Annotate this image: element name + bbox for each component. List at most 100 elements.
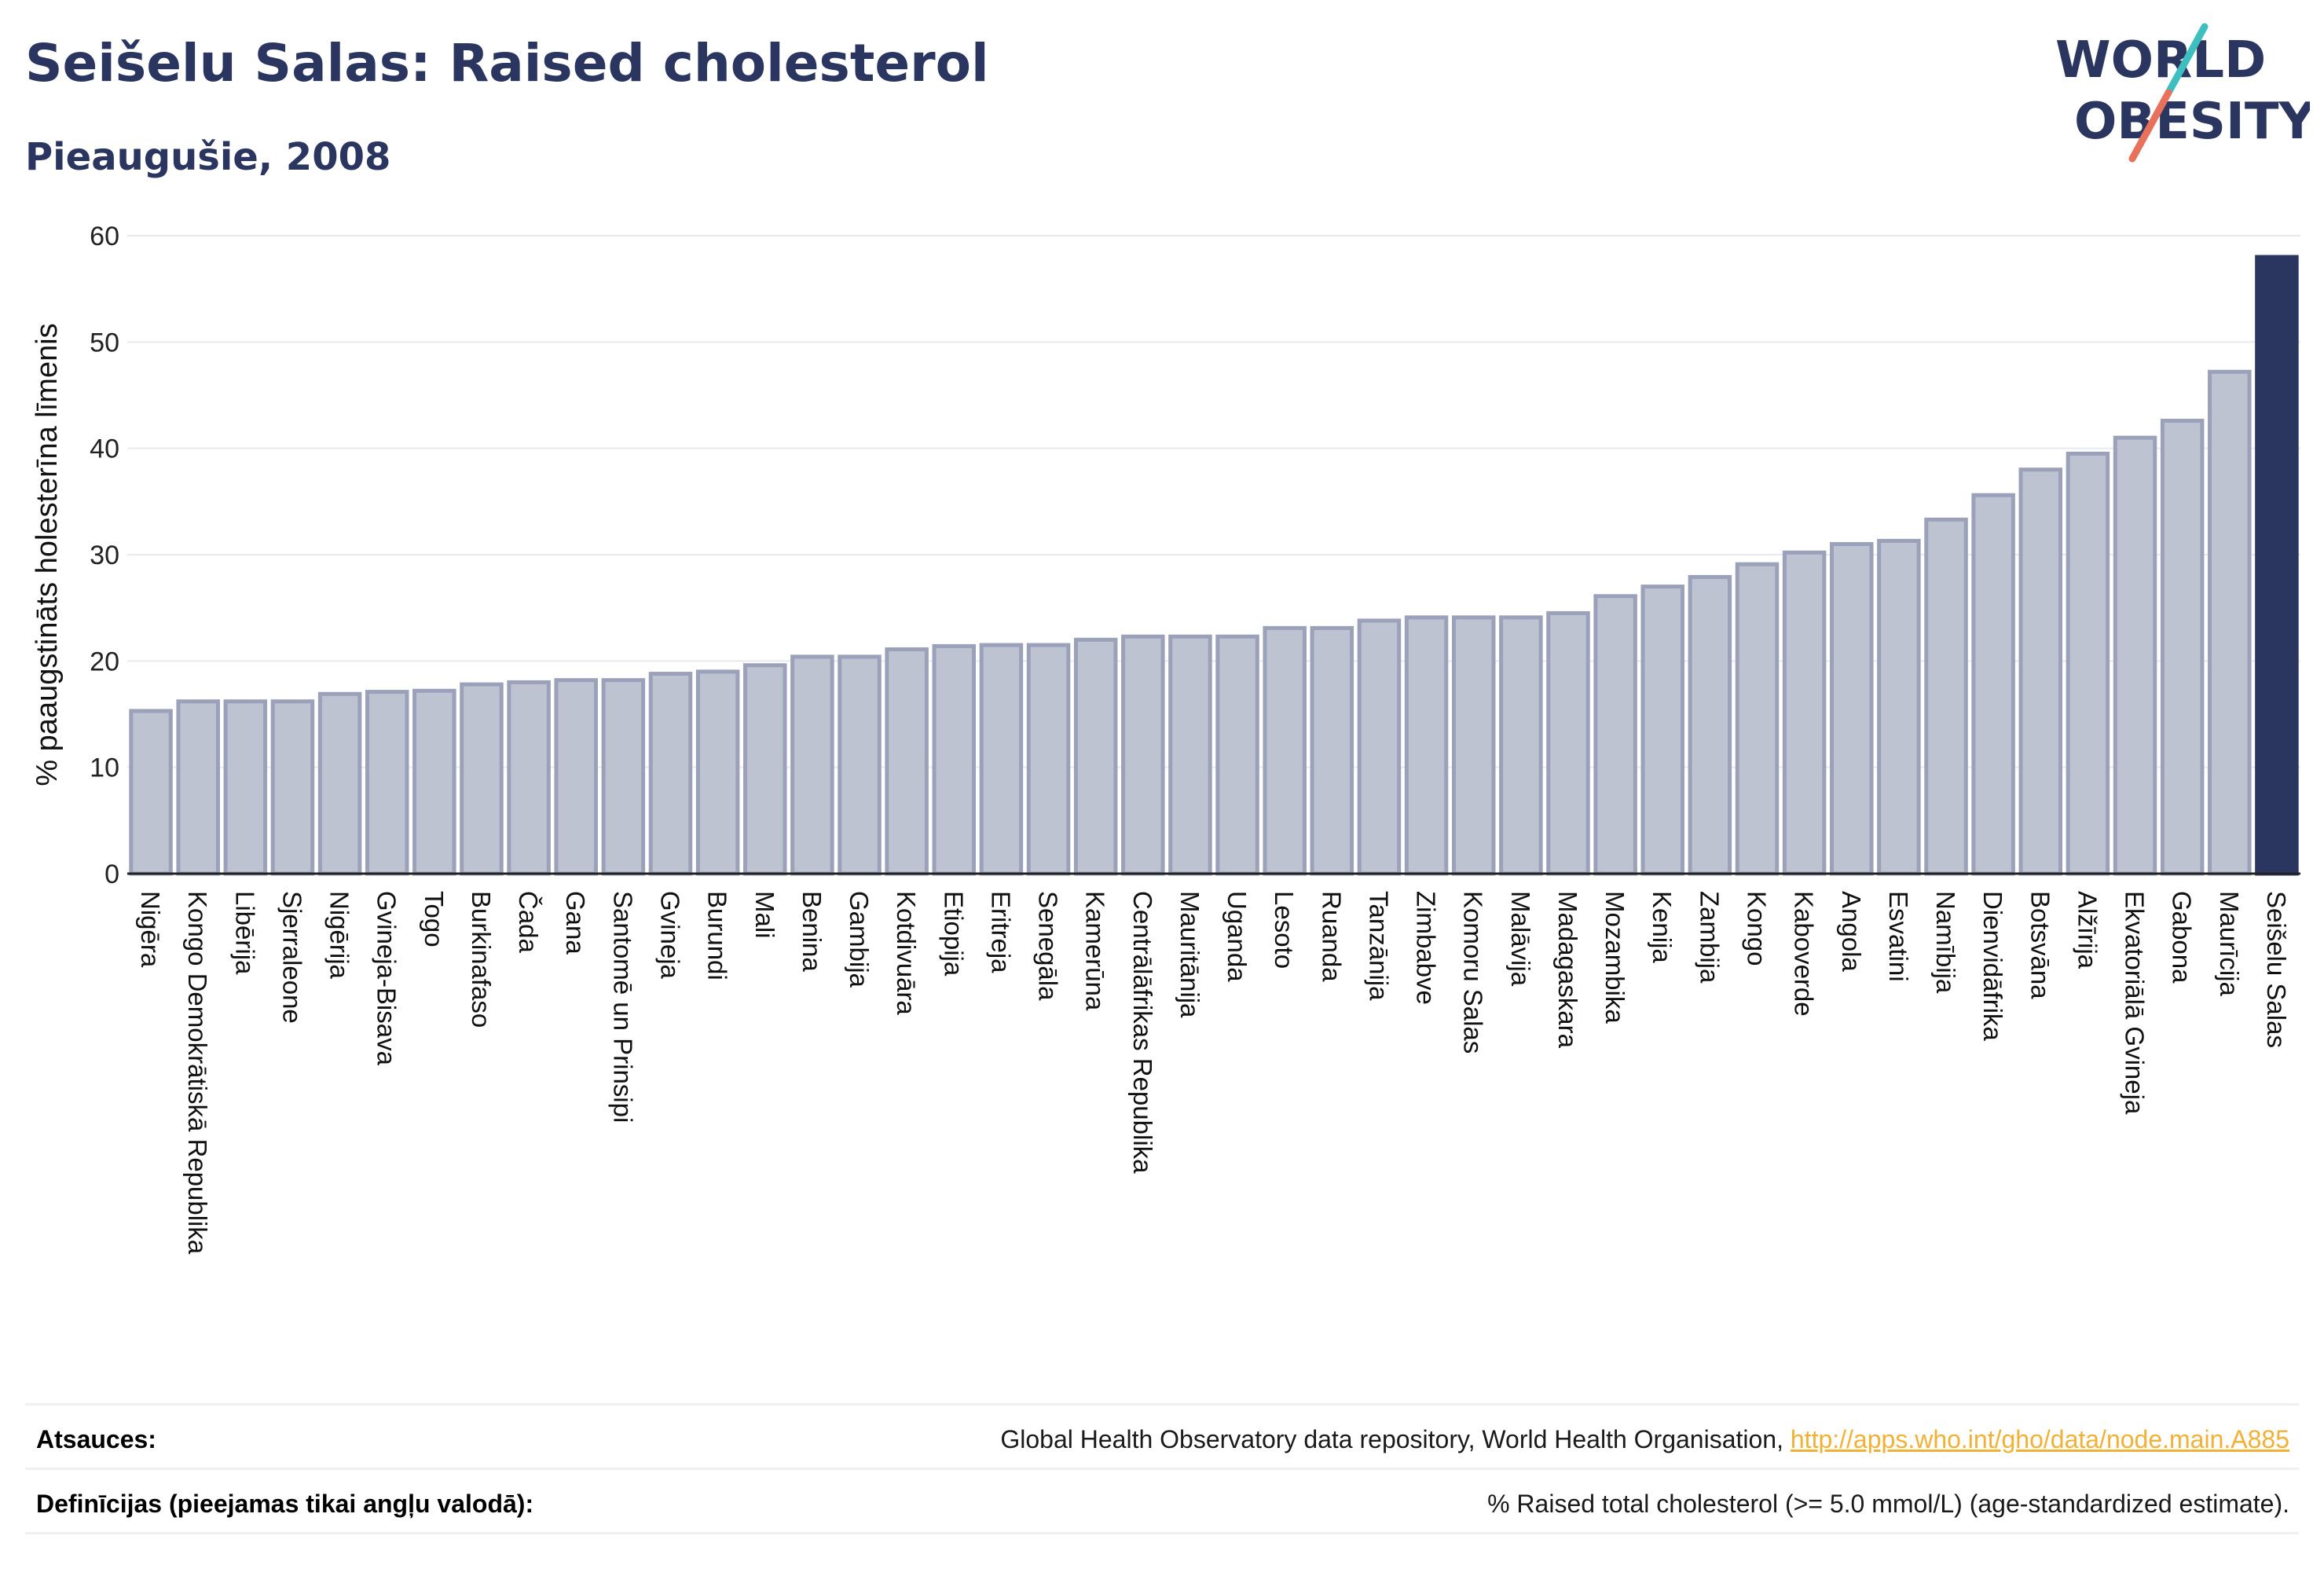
bar xyxy=(365,690,409,876)
bar-chart: 0 10 20 30 40 50 60 % paaugstināts holesterīna … xyxy=(31,222,2300,1255)
y-tick-label: 40 xyxy=(90,434,119,464)
y-axis-label: % paaugstināts holesterīna līmenis xyxy=(31,323,64,786)
x-tick-label: Gabona xyxy=(2168,891,2197,984)
bar xyxy=(2066,451,2110,876)
x-tick-label: Senegāla xyxy=(1034,891,1063,1001)
bar xyxy=(838,654,882,876)
x-tick-label: Kongo Demokrātiskā Republika xyxy=(183,891,212,1255)
x-tick-label: Gvineja xyxy=(656,891,685,980)
x-tick-label: Sjerraleone xyxy=(277,891,306,1024)
sources-text: Global Health Observatory data repositor… xyxy=(1000,1425,1791,1453)
x-tick-label: Mozambika xyxy=(1600,891,1629,1024)
x-tick-label: Čada xyxy=(514,891,543,954)
bar xyxy=(1310,625,1354,876)
y-tick-label: 20 xyxy=(90,647,119,676)
x-tick-label: Angola xyxy=(1837,891,1866,972)
x-tick-label: Etiopija xyxy=(939,891,968,977)
x-tick-label: Zambija xyxy=(1695,891,1724,984)
x-tick-label: Alžīrija xyxy=(2073,891,2102,969)
x-tick-label: Nigērija xyxy=(325,891,354,980)
x-tick-label: Kotdivuāra xyxy=(892,891,921,1015)
y-tick-label: 10 xyxy=(90,753,119,783)
x-tick-label: Maurīcija xyxy=(2215,891,2244,997)
bar xyxy=(507,680,551,876)
x-tick-label: Kamerūna xyxy=(1081,891,1110,1011)
bar xyxy=(1451,615,1496,876)
bar xyxy=(1971,493,2015,876)
bar xyxy=(1026,643,1071,876)
x-tick-label: Eritreja xyxy=(986,891,1015,973)
x-tick-label: Libērija xyxy=(230,891,259,975)
bar xyxy=(1546,610,1590,876)
chart-subtitle: Pieaugušie, 2008 xyxy=(25,135,391,179)
x-tick-label: Benina xyxy=(797,891,827,972)
x-tick-label: Nigēra xyxy=(136,891,165,968)
x-tick-label: Esvatini xyxy=(1884,891,1913,982)
chart-title: Seišelu Salas: Raised cholesterol xyxy=(25,33,989,93)
footer-divider-middle xyxy=(25,1468,2299,1470)
sources-label: Atsauces: xyxy=(36,1425,156,1453)
x-tick-label: Namībija xyxy=(1931,891,1960,994)
bar xyxy=(2018,467,2063,876)
bar xyxy=(790,654,834,876)
bar xyxy=(223,699,268,876)
bar xyxy=(1499,615,1543,876)
x-tick-label: Mauritānija xyxy=(1175,891,1204,1018)
x-tick-label: Centrālāfrikas Republika xyxy=(1128,891,1157,1174)
x-tick-label: Seišelu Salas xyxy=(2262,891,2291,1048)
footer-divider-top xyxy=(25,1403,2299,1406)
x-tick-label: Kenija xyxy=(1648,891,1677,963)
bar xyxy=(1215,634,1259,876)
bar xyxy=(695,669,740,876)
sources-value: Global Health Observatory data repositor… xyxy=(1000,1425,2289,1454)
x-tick-label: Ekvatoriālā Gvineja xyxy=(2121,891,2150,1115)
bar xyxy=(1877,538,1921,876)
x-tick-label: Kaboverde xyxy=(1790,891,1819,1017)
logo-slash-teal xyxy=(2165,23,2209,97)
x-tick-label: Zimbabve xyxy=(1412,891,1441,1005)
bar xyxy=(2113,435,2157,876)
bar xyxy=(648,672,693,876)
bar xyxy=(1168,634,1212,876)
bar xyxy=(270,699,315,876)
bar xyxy=(932,643,977,876)
bar xyxy=(979,643,1024,876)
sources-link[interactable]: http://apps.who.int/gho/data/node.main.A… xyxy=(1790,1425,2289,1453)
x-tick-label: Komoru Salas xyxy=(1459,891,1488,1054)
y-tick-label: 50 xyxy=(90,328,119,357)
bar xyxy=(1073,637,1118,876)
bar xyxy=(1688,574,1732,876)
definitions-value: % Raised total cholesterol (>= 5.0 mmol/… xyxy=(1487,1490,2289,1518)
x-tick-label: Madagaskara xyxy=(1553,891,1582,1049)
bar xyxy=(2255,255,2299,876)
bar xyxy=(460,682,504,876)
bar xyxy=(1263,625,1307,876)
x-tick-label: Malāvija xyxy=(1506,891,1535,987)
bar xyxy=(1404,615,1449,876)
logo-slash-coral xyxy=(2128,89,2172,163)
bar xyxy=(1735,562,1780,876)
x-tick-label: Mali xyxy=(750,891,779,939)
x-tick-label: Gambija xyxy=(845,891,874,988)
x-tick-label: Burundi xyxy=(703,891,732,980)
y-tick-label: 0 xyxy=(104,859,119,889)
bar xyxy=(2208,369,2252,876)
bar xyxy=(176,699,220,876)
bar xyxy=(554,678,598,876)
bar xyxy=(1830,541,1874,876)
bar xyxy=(1121,634,1165,876)
x-tick-label: Dienvidāfrika xyxy=(1978,891,2007,1041)
bar xyxy=(1593,594,1637,876)
x-tick-label: Lesoto xyxy=(1270,891,1299,969)
x-tick-label: Santomē un Prinsipi xyxy=(608,891,637,1123)
x-tick-label: Uganda xyxy=(1222,891,1252,982)
y-tick-label: 30 xyxy=(90,541,119,570)
bar xyxy=(2160,418,2205,876)
bar xyxy=(601,678,646,876)
bar xyxy=(1357,618,1402,876)
world-obesity-logo: WORLD OBESITY xyxy=(2055,23,2310,163)
x-tick-label: Kongo xyxy=(1743,891,1772,966)
bar xyxy=(317,691,362,876)
x-tick-label: Burkinafaso xyxy=(467,891,496,1028)
footer-divider-bottom xyxy=(25,1532,2299,1534)
